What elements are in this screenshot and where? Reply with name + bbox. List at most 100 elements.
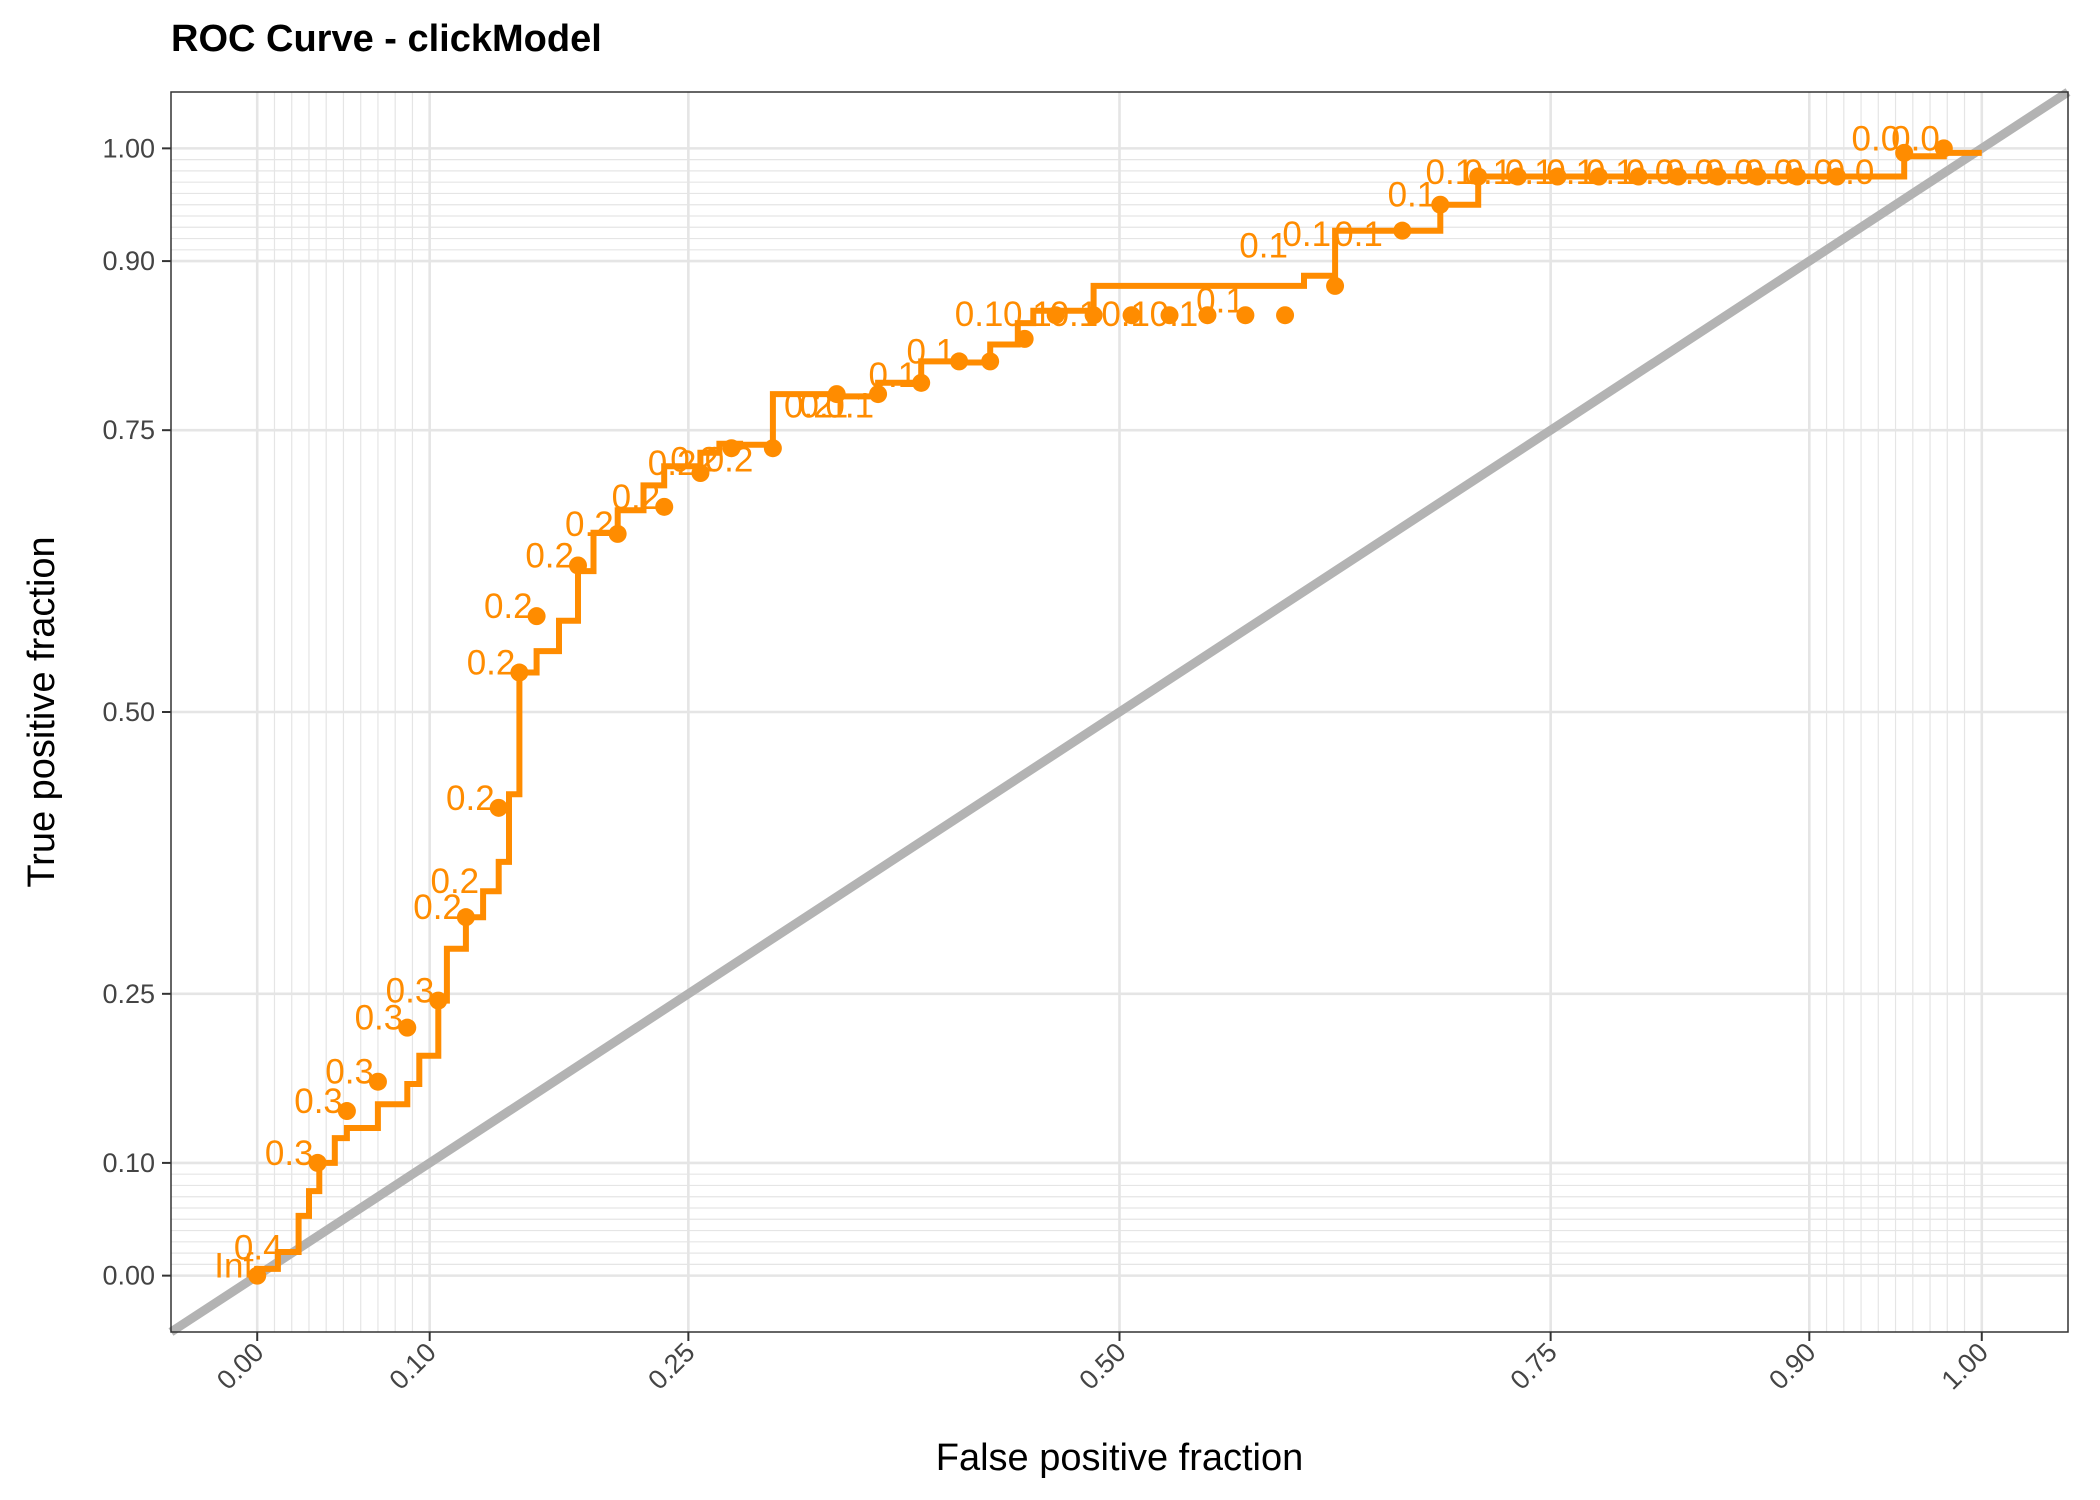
cutoff-label: 0.1 — [1282, 215, 1331, 254]
roc-point — [527, 607, 546, 626]
roc-curve-line — [254, 149, 1982, 1276]
roc-point — [691, 464, 710, 483]
y-tick-label: 0.50 — [102, 697, 155, 727]
reference-line-layer — [168, 88, 2071, 1336]
roc-point — [368, 1072, 387, 1091]
roc-point — [1393, 221, 1412, 240]
roc-curve-layer — [254, 149, 1982, 1276]
cutoff-label: 0.1 — [1101, 295, 1150, 334]
roc-point — [1160, 306, 1179, 325]
roc-point — [1589, 167, 1608, 186]
cutoff-label: 0.2 — [446, 779, 495, 818]
cutoff-label: 0.2 — [525, 536, 574, 575]
cutoff-label: 0.1 — [825, 387, 874, 426]
reference-diagonal-line — [168, 88, 2071, 1336]
roc-point — [1669, 167, 1688, 186]
x-axis-title: False positive fraction — [936, 1437, 1304, 1479]
cutoff-label: 0.0 — [1852, 119, 1901, 158]
roc-point — [510, 663, 529, 682]
cutoff-label: 0.0 — [1705, 153, 1754, 192]
roc-point — [1629, 167, 1648, 186]
roc-point — [655, 497, 674, 516]
cutoff-label: 0.3 — [355, 999, 404, 1038]
roc-point — [1548, 167, 1567, 186]
roc-point — [429, 991, 448, 1010]
cutoff-label: 0.1 — [1586, 153, 1635, 192]
cutoff-label: 0.2 — [484, 587, 533, 626]
grid — [171, 92, 2068, 1332]
cutoff-label: 0.2 — [430, 862, 479, 901]
roc-point — [1708, 167, 1727, 186]
roc-point — [489, 798, 508, 817]
roc-point — [869, 385, 888, 404]
cutoff-label: 0.3 — [265, 1134, 314, 1173]
cutoff-label: 0.0 — [1826, 153, 1875, 192]
roc-points-layer — [248, 139, 1953, 1285]
x-tick-label: 0.75 — [1504, 1337, 1562, 1395]
x-tick-label: 0.10 — [384, 1337, 442, 1395]
roc-point — [1895, 143, 1914, 162]
cutoff-label: 0.3 — [386, 972, 435, 1011]
roc-point — [248, 1266, 267, 1285]
cutoff-label: 0.2 — [565, 505, 614, 544]
roc-point — [1236, 306, 1255, 325]
cutoff-label: 0.0 — [1665, 153, 1714, 192]
cutoff-label: 0.2 — [413, 888, 462, 927]
cutoff-label: 0.1 — [1196, 282, 1245, 321]
roc-point — [337, 1102, 356, 1121]
roc-point — [1934, 139, 1953, 158]
cutoff-label: 0.1 — [1239, 226, 1288, 265]
cutoff-label: 0.1 — [906, 332, 955, 371]
roc-point — [1469, 167, 1488, 186]
cutoff-label: 0.1 — [1003, 295, 1052, 334]
chart-title: ROC Curve - clickModel — [171, 18, 602, 60]
cutoff-label: 0.0 — [1891, 119, 1940, 158]
roc-point — [1015, 329, 1034, 348]
cutoff-label: 0.0 — [1784, 153, 1833, 192]
cutoff-label: 0.1 — [800, 387, 849, 426]
y-tick-label: 1.00 — [102, 133, 155, 163]
cutoff-label: 0.1 — [955, 295, 1004, 334]
roc-point — [1748, 167, 1767, 186]
cutoff-label: 0.2 — [784, 387, 833, 426]
y-tick-label: 0.75 — [102, 415, 155, 445]
cutoff-label: 0.2 — [612, 478, 661, 517]
y-tick-label: 0.10 — [102, 1148, 155, 1178]
roc-point — [1431, 195, 1450, 214]
cutoff-label: 0.1 — [1334, 215, 1383, 254]
cutoff-label: 0.3 — [294, 1082, 343, 1121]
cutoff-label: 0.0 — [1745, 153, 1794, 192]
y-axis-title: True positive fraction — [21, 536, 63, 887]
roc-point — [568, 556, 587, 575]
roc-point — [456, 908, 475, 927]
cutoff-label: 0.2 — [467, 644, 516, 683]
cutoff-label: 0.1 — [1150, 295, 1199, 334]
cutoff-label: 0.4 — [234, 1229, 283, 1268]
cutoff-label: 0.2 — [648, 444, 697, 483]
cutoff-label: 0.1 — [1463, 153, 1512, 192]
roc-point — [398, 1018, 417, 1037]
x-tick-label: 0.50 — [1073, 1337, 1131, 1395]
roc-point — [608, 524, 627, 543]
cutoff-label: 0.2 — [670, 441, 719, 480]
x-tick-label: 0.25 — [642, 1337, 700, 1395]
x-tick-label: 0.90 — [1763, 1337, 1821, 1395]
cutoff-label: 0.3 — [325, 1053, 374, 1092]
y-tick-label: 0.00 — [102, 1261, 155, 1291]
cutoff-label: 0.1 — [869, 356, 918, 395]
roc-point — [1827, 167, 1846, 186]
cutoff-label: 0.1 — [1050, 295, 1099, 334]
roc-point — [912, 373, 931, 392]
roc-point — [1326, 276, 1345, 295]
y-tick-label: 0.25 — [102, 979, 155, 1009]
roc-point — [1508, 167, 1527, 186]
roc-point — [1788, 167, 1807, 186]
roc-point — [763, 439, 782, 458]
cutoff-label: 0.1 — [1426, 153, 1475, 192]
roc-point — [1276, 306, 1295, 325]
roc-point — [1122, 306, 1141, 325]
roc-point — [1198, 306, 1217, 325]
y-tick-label: 0.90 — [102, 246, 155, 276]
roc-point — [950, 352, 969, 371]
